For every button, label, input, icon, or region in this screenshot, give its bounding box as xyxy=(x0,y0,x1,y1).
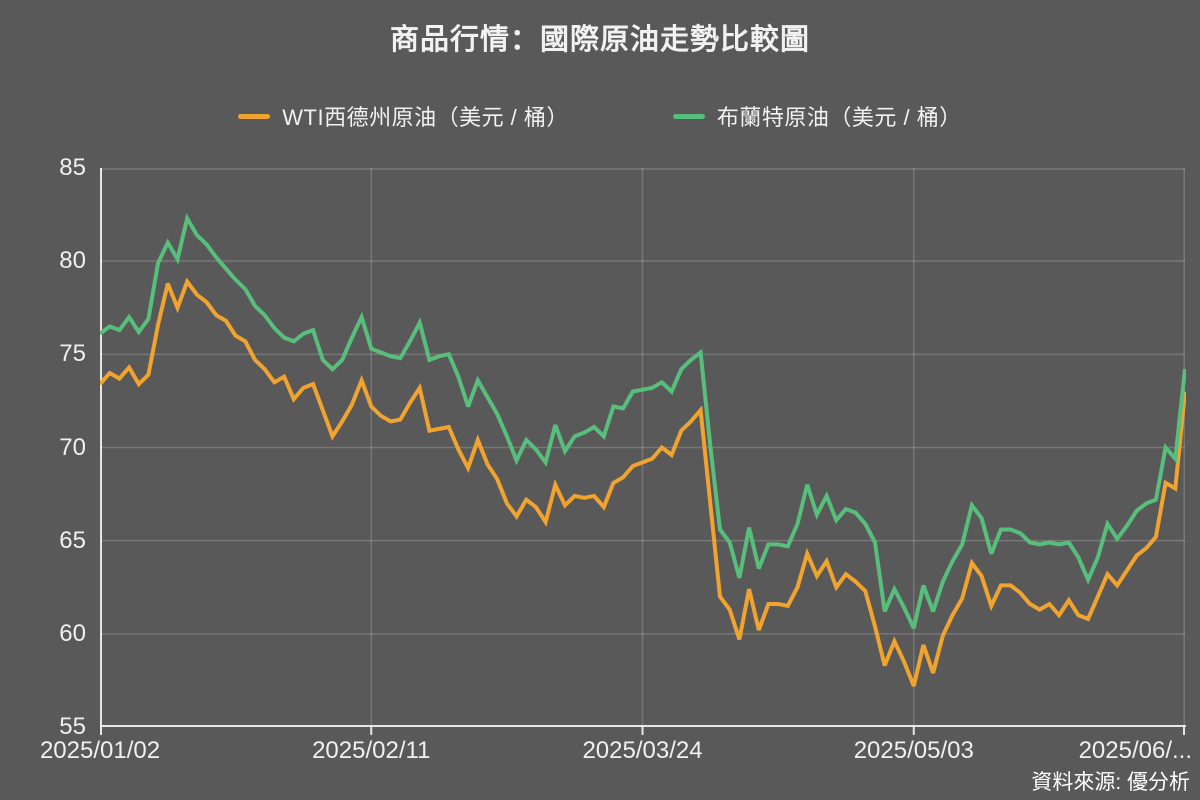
y-axis-label: 85 xyxy=(59,154,86,181)
x-axis-label: 2025/06/... xyxy=(1078,737,1192,764)
page-title: 商品行情：國際原油走勢比較圖 xyxy=(389,24,810,56)
x-axis-label: 2025/03/24 xyxy=(582,737,703,764)
legend: WTI西德州原油（美元 / 桶） 布蘭特原油（美元 / 桶） xyxy=(0,100,1200,132)
wti-line-swatch-icon xyxy=(238,113,271,119)
source-note: 資料來源: 優分析 xyxy=(1031,771,1190,794)
y-axis-label: 80 xyxy=(59,247,86,275)
y-axis-label: 70 xyxy=(59,433,86,461)
y-axis-label: 60 xyxy=(59,619,86,647)
x-axis-label: 2025/01/02 xyxy=(39,737,161,764)
legend-label-brent: 布蘭特原油（美元 / 桶） xyxy=(716,105,962,130)
plot-area xyxy=(100,168,1186,735)
x-axis-label: 2025/02/11 xyxy=(312,737,431,764)
legend-label-wti: WTI西德州原油（美元 / 桶） xyxy=(282,105,569,130)
y-axis-label: 75 xyxy=(59,340,86,368)
y-axis-label: 65 xyxy=(59,526,86,554)
brent-line-swatch-icon xyxy=(672,113,705,119)
series-line xyxy=(100,212,1186,630)
x-axis-label: 2025/05/03 xyxy=(853,737,974,764)
legend-item-wti[interactable]: WTI西德州原油（美元 / 桶） xyxy=(238,100,569,132)
series-line xyxy=(100,277,1186,687)
legend-item-brent[interactable]: 布蘭特原油（美元 / 桶） xyxy=(672,100,962,132)
y-axis-label: 55 xyxy=(59,713,86,740)
